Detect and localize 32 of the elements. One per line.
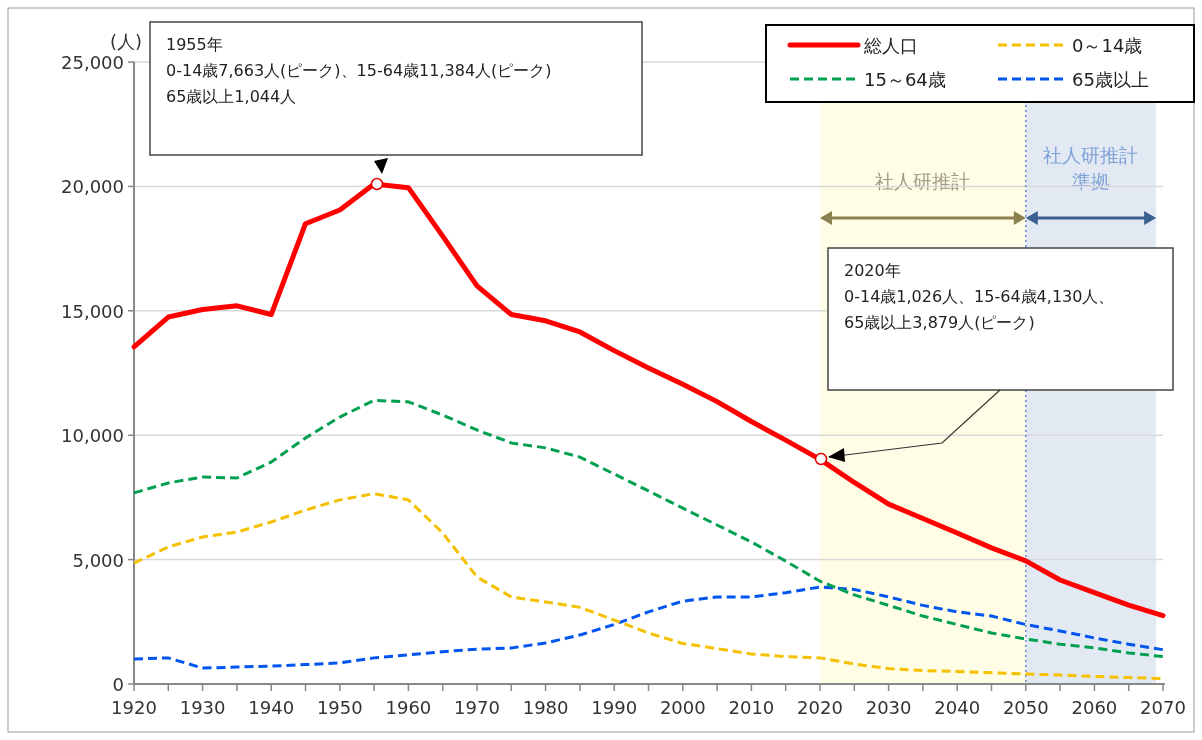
y-tick-label: 5,000: [72, 549, 124, 571]
x-tick-label: 2020: [797, 697, 843, 718]
x-tick-label: 1930: [179, 697, 226, 718]
legend-label: 総人口: [863, 35, 918, 56]
legend-label: 0～14歳: [1072, 35, 1143, 56]
x-tick-label: 2070: [1140, 697, 1186, 718]
x-tick-label: 2010: [728, 697, 775, 718]
y-tick-label: 15,000: [61, 300, 124, 322]
y-tick-label: 0: [112, 674, 124, 695]
y-tick-label: 25,000: [61, 52, 124, 73]
band-label: 社人研推計: [1043, 144, 1139, 166]
y-tick-label: 20,000: [61, 176, 124, 198]
x-tick-label: 1990: [591, 697, 638, 718]
x-tick-label: 2040: [934, 697, 981, 718]
x-tick-label: 1970: [454, 697, 500, 718]
annotation0: 1955年 0-14歳7,663人(ピーク)、15-64歳11,384人(ピーク) 65歳以上1,044人: [149, 21, 643, 156]
legend-label: 65歳以上: [1072, 69, 1149, 90]
x-tick-label: 1950: [316, 697, 363, 718]
y-axis-title: (人): [110, 31, 143, 52]
annotation: 1955年 0-14歳7,663人(ピーク)、15-64歳11,384人(ピーク) 65歳以上1,044人: [166, 35, 552, 106]
y-tick-label: 10,000: [61, 425, 124, 447]
x-tick-label: 2000: [659, 697, 706, 718]
x-tick-label: 1920: [111, 697, 157, 718]
x-tick-label: 1940: [248, 697, 295, 718]
x-tick-label: 2030: [865, 697, 912, 718]
x-tick-label: 2060: [1071, 697, 1118, 718]
x-tick-label: 1980: [522, 697, 569, 718]
x-tick-label: 1960: [385, 697, 432, 718]
x-tick-label: 2050: [1002, 697, 1049, 718]
annotation: 2020年 0-14歳1,026人、15-64歳4,130人、 65歳以上3,879人(ピーク): [844, 261, 1115, 332]
annotation1: 2020年 0-14歳1,026人、15-64歳4,130人、 65歳以上3,879人(ピーク): [827, 247, 1174, 391]
legend-label: 15～64歳: [864, 69, 946, 90]
